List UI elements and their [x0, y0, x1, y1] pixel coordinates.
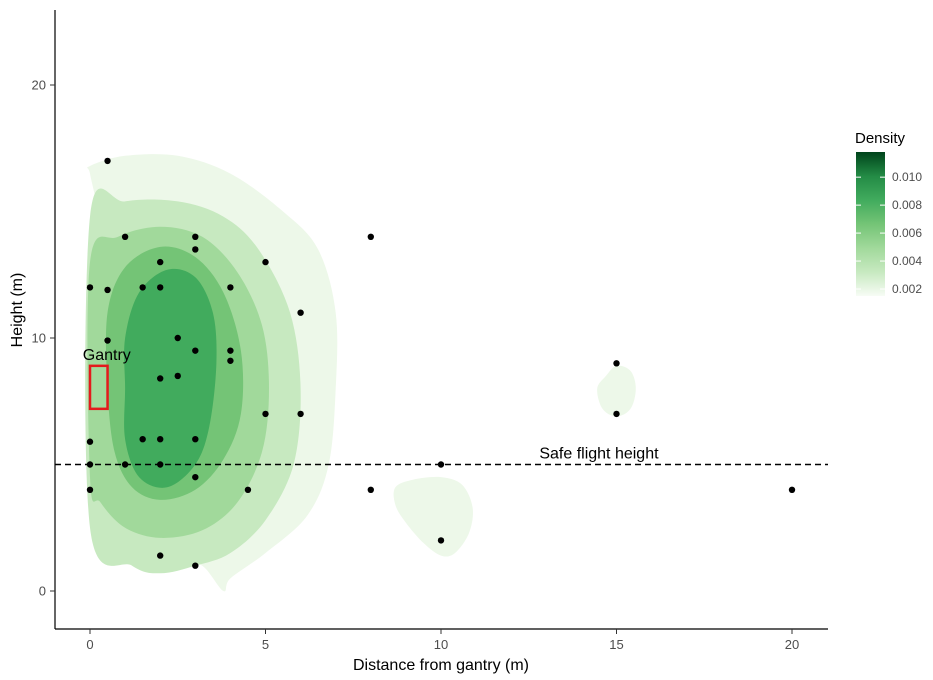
data-point-15: [157, 461, 164, 468]
x-tick-label-10: 10: [434, 637, 448, 652]
data-point-27: [227, 357, 234, 364]
data-point-8: [121, 461, 129, 468]
x-tick-label-0: 0: [86, 637, 93, 652]
safe-flight-height-label: Safe flight height: [539, 446, 659, 463]
data-point-34: [367, 486, 374, 493]
x-tick-label-5: 5: [262, 637, 269, 652]
data-point-11: [157, 258, 164, 266]
density-contour-0-1: [393, 476, 473, 557]
data-points: [86, 157, 796, 569]
data-point-36: [437, 537, 445, 544]
data-point-9: [139, 284, 146, 291]
data-point-5: [86, 461, 94, 468]
data-point-29: [262, 258, 269, 266]
data-point-23: [192, 473, 199, 481]
reference-line-group: Safe flight height: [55, 446, 828, 466]
density-contour-0-2: [597, 365, 636, 417]
y-tick-label-20: 20: [32, 78, 46, 93]
data-point-3: [104, 337, 111, 344]
x-axis-title: Distance from gantry (m): [353, 657, 529, 674]
data-point-32: [297, 410, 304, 418]
data-point-6: [86, 486, 94, 493]
data-point-35: [437, 461, 445, 468]
y-tick-label-10: 10: [32, 331, 46, 346]
data-point-20: [192, 246, 199, 253]
density-contour-4-0: [124, 268, 217, 488]
data-point-38: [613, 410, 620, 418]
axes: 0 5 10 15 20 0 10 20: [32, 10, 828, 652]
legend-label-1: 0.008: [892, 198, 922, 212]
legend-colorbar: [856, 152, 885, 296]
legend-title: Density: [855, 130, 906, 147]
data-point-18: [174, 372, 181, 380]
data-point-16: [157, 552, 164, 559]
x-tick-label-20: 20: [785, 637, 799, 652]
data-point-31: [297, 309, 304, 316]
x-tick-label-15: 15: [609, 637, 623, 652]
density-legend: Density 0.010 0.008 0.006 0.004 0.002: [855, 130, 922, 296]
data-point-2: [104, 286, 111, 294]
legend-label-0: 0.010: [892, 170, 922, 184]
data-point-19: [192, 233, 199, 240]
data-point-33: [367, 233, 374, 240]
data-point-14: [157, 436, 164, 443]
data-point-13: [157, 375, 164, 382]
annotations: Gantry: [83, 347, 131, 411]
data-point-24: [192, 562, 199, 569]
data-point-26: [227, 347, 234, 354]
data-point-12: [157, 284, 164, 291]
data-point-17: [174, 334, 181, 342]
y-tick-label-0: 0: [39, 584, 46, 599]
data-point-10: [139, 436, 146, 443]
density-contours: [85, 154, 636, 592]
data-point-22: [192, 436, 199, 443]
data-point-21: [192, 347, 199, 354]
data-point-0: [104, 157, 111, 165]
data-point-28: [244, 486, 252, 493]
y-axis-title: Height (m): [9, 273, 26, 348]
legend-label-3: 0.004: [892, 254, 922, 268]
data-point-7: [121, 233, 129, 240]
legend-label-4: 0.002: [892, 282, 922, 296]
data-point-37: [613, 360, 620, 367]
data-point-25: [227, 284, 234, 291]
data-point-4: [86, 438, 94, 445]
gantry-label: Gantry: [83, 347, 131, 364]
data-point-39: [788, 486, 796, 493]
legend-label-2: 0.006: [892, 226, 922, 240]
gantry-box: [88, 364, 109, 411]
data-point-30: [262, 410, 269, 418]
data-point-1: [86, 284, 94, 291]
